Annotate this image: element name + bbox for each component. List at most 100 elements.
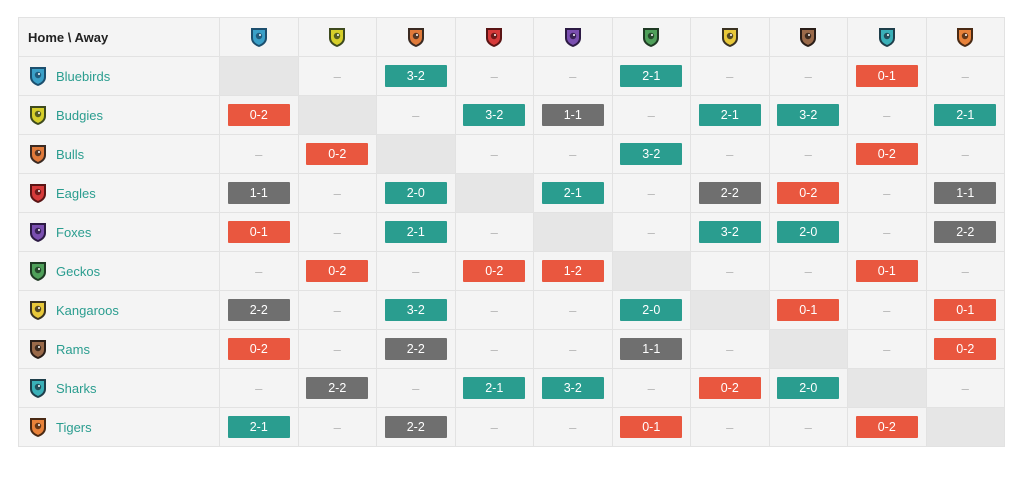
- score-badge-loss[interactable]: 0-1: [777, 299, 840, 321]
- score-badge-win[interactable]: 2-1: [934, 104, 997, 126]
- score-badge-win[interactable]: 2-0: [777, 377, 840, 399]
- team-name-link[interactable]: Eagles: [56, 185, 96, 201]
- score-badge-loss[interactable]: 0-2: [306, 143, 369, 165]
- team-name-link[interactable]: Geckos: [56, 263, 101, 279]
- result-cell: 2-2: [376, 329, 456, 369]
- team-name-link[interactable]: Kangaroos: [56, 302, 119, 318]
- team-name-link[interactable]: Tigers: [56, 419, 92, 435]
- home-team-cell: Rams: [18, 329, 220, 369]
- tiger-crest-icon: [28, 416, 48, 438]
- score-badge-loss[interactable]: 0-1: [620, 416, 683, 438]
- no-match-cell: –: [454, 56, 534, 96]
- home-team-kangaroos[interactable]: Kangaroos: [28, 299, 219, 321]
- result-cell: 2-0: [768, 212, 848, 252]
- score-badge-win[interactable]: 2-0: [777, 221, 840, 243]
- home-team-cell: Bluebirds: [18, 56, 220, 96]
- no-result-dash: –: [726, 419, 734, 435]
- score-badge-loss[interactable]: 0-2: [227, 104, 290, 126]
- score-badge-loss[interactable]: 0-2: [306, 260, 369, 282]
- score-badge-loss[interactable]: 0-1: [855, 65, 918, 87]
- home-team-geckos[interactable]: Geckos: [28, 260, 219, 282]
- score-badge-win[interactable]: 2-1: [698, 104, 761, 126]
- no-match-cell: –: [611, 368, 691, 408]
- result-cell: 1-2: [533, 251, 613, 291]
- team-name-link[interactable]: Sharks: [56, 380, 97, 396]
- score-badge-loss[interactable]: 0-1: [934, 299, 997, 321]
- score-badge-draw[interactable]: 2-2: [306, 377, 369, 399]
- home-team-bulls[interactable]: Bulls: [28, 143, 219, 165]
- score-badge-draw[interactable]: 2-2: [227, 299, 290, 321]
- score-badge-draw[interactable]: 1-1: [934, 182, 997, 204]
- score-badge-win[interactable]: 3-2: [463, 104, 526, 126]
- home-team-bluebirds[interactable]: Bluebirds: [28, 65, 219, 87]
- home-team-eagles[interactable]: Eagles: [28, 182, 219, 204]
- no-result-dash: –: [490, 224, 498, 240]
- no-result-dash: –: [647, 107, 655, 123]
- score-badge-loss[interactable]: 0-2: [698, 377, 761, 399]
- team-name-link[interactable]: Budgies: [56, 107, 103, 123]
- result-cell: 1-1: [219, 173, 299, 213]
- no-result-dash: –: [883, 302, 891, 318]
- score-badge-loss[interactable]: 0-1: [227, 221, 290, 243]
- team-name-link[interactable]: Rams: [56, 341, 90, 357]
- score-badge-win[interactable]: 2-0: [620, 299, 683, 321]
- score-badge-win[interactable]: 2-0: [384, 182, 447, 204]
- home-team-tigers[interactable]: Tigers: [28, 416, 219, 438]
- score-badge-win[interactable]: 3-2: [620, 143, 683, 165]
- score-badge-win[interactable]: 3-2: [698, 221, 761, 243]
- score-badge-loss[interactable]: 0-2: [934, 338, 997, 360]
- no-result-dash: –: [804, 146, 812, 162]
- team-name-link[interactable]: Bulls: [56, 146, 85, 162]
- no-match-cell: –: [376, 368, 456, 408]
- home-team-cell: Kangaroos: [18, 290, 220, 330]
- score-badge-loss[interactable]: 0-2: [777, 182, 840, 204]
- self-match-cell: [454, 173, 534, 213]
- score-badge-win[interactable]: 3-2: [384, 299, 447, 321]
- no-match-cell: –: [376, 251, 456, 291]
- score-badge-draw[interactable]: 2-2: [698, 182, 761, 204]
- score-badge-draw[interactable]: 1-1: [541, 104, 604, 126]
- score-badge-win[interactable]: 3-2: [777, 104, 840, 126]
- away-team-header-budgies: [297, 17, 377, 57]
- result-cell: 1-1: [533, 95, 613, 135]
- result-cell: 0-1: [611, 407, 691, 447]
- result-cell: 0-2: [297, 134, 377, 174]
- score-badge-win[interactable]: 3-2: [541, 377, 604, 399]
- team-name-link[interactable]: Bluebirds: [56, 68, 111, 84]
- score-badge-draw[interactable]: 1-1: [620, 338, 683, 360]
- no-result-dash: –: [647, 185, 655, 201]
- score-badge-win[interactable]: 2-1: [541, 182, 604, 204]
- result-cell: 2-2: [297, 368, 377, 408]
- score-badge-loss[interactable]: 1-2: [541, 260, 604, 282]
- result-cell: 0-2: [925, 329, 1005, 369]
- score-badge-loss[interactable]: 0-2: [463, 260, 526, 282]
- score-badge-win[interactable]: 2-1: [384, 221, 447, 243]
- home-team-sharks[interactable]: Sharks: [28, 377, 219, 399]
- score-badge-loss[interactable]: 0-1: [855, 260, 918, 282]
- tiger-crest-icon: [955, 26, 975, 48]
- score-badge-draw[interactable]: 2-2: [934, 221, 997, 243]
- score-badge-win[interactable]: 2-1: [227, 416, 290, 438]
- score-badge-draw[interactable]: 2-2: [384, 416, 447, 438]
- self-match-cell: [297, 95, 377, 135]
- home-team-foxes[interactable]: Foxes: [28, 221, 219, 243]
- no-match-cell: –: [847, 290, 927, 330]
- score-badge-loss[interactable]: 0-2: [227, 338, 290, 360]
- result-cell: 0-2: [768, 173, 848, 213]
- score-badge-draw[interactable]: 2-2: [384, 338, 447, 360]
- score-badge-draw[interactable]: 1-1: [227, 182, 290, 204]
- score-badge-win[interactable]: 2-1: [620, 65, 683, 87]
- score-badge-loss[interactable]: 0-2: [855, 143, 918, 165]
- home-team-cell: Budgies: [18, 95, 220, 135]
- score-badge-loss[interactable]: 0-2: [855, 416, 918, 438]
- budgie-crest-icon: [327, 26, 347, 48]
- away-team-header-foxes: [533, 17, 613, 57]
- no-result-dash: –: [333, 419, 341, 435]
- no-result-dash: –: [490, 68, 498, 84]
- team-name-link[interactable]: Foxes: [56, 224, 92, 240]
- no-match-cell: –: [925, 251, 1005, 291]
- score-badge-win[interactable]: 3-2: [384, 65, 447, 87]
- score-badge-win[interactable]: 2-1: [463, 377, 526, 399]
- home-team-rams[interactable]: Rams: [28, 338, 219, 360]
- home-team-budgies[interactable]: Budgies: [28, 104, 219, 126]
